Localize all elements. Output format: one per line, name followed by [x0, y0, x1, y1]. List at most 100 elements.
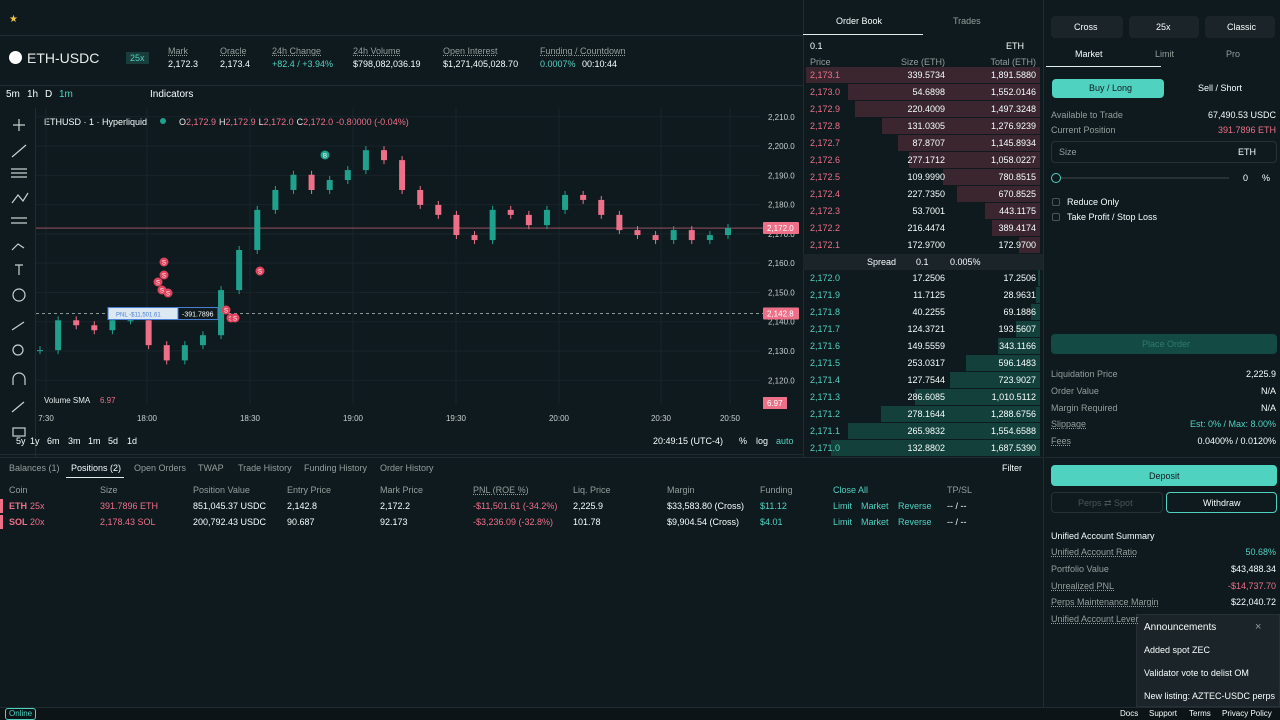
price: 2,172.3 — [810, 206, 841, 216]
candle — [507, 209, 514, 215]
filter-button[interactable]: Filter — [1002, 463, 1022, 473]
summary-value: $43,488.34 — [1230, 563, 1276, 574]
size: 172.9700 — [907, 240, 945, 250]
size: 286.6085 — [907, 392, 945, 402]
tick-select[interactable]: 0.1 — [810, 41, 823, 51]
positions-tab[interactable]: Positions (2) — [71, 463, 122, 473]
checkbox-label: Reduce Only — [1067, 197, 1120, 207]
position-action[interactable]: Limit — [833, 501, 853, 511]
order-type-tab[interactable]: Market — [1075, 49, 1103, 59]
position-size: 391.7896 ETH — [100, 501, 159, 511]
position-action[interactable]: Reverse — [898, 501, 932, 511]
slider-handle[interactable] — [1051, 173, 1061, 183]
checkbox[interactable] — [1052, 198, 1060, 206]
candle — [489, 209, 496, 241]
position-entry: 90.687 — [287, 517, 315, 527]
footer-link[interactable]: Terms — [1189, 709, 1211, 718]
candle — [55, 320, 62, 351]
stat-label: 24h Volume — [353, 46, 401, 56]
candle — [616, 214, 623, 231]
size-input[interactable] — [1051, 141, 1277, 163]
total: 28.9631 — [1003, 290, 1036, 300]
position-value: 200,792.43 USDC — [193, 517, 267, 527]
x-tick-label: 19:30 — [446, 414, 467, 423]
summary-value: $22,040.72 — [1230, 597, 1276, 608]
interval[interactable]: 1h — [27, 89, 39, 100]
interval[interactable]: 1m — [59, 89, 73, 100]
transfer-button[interactable] — [1051, 492, 1163, 513]
y-tick-label: 2,130.0 — [768, 347, 795, 356]
order-type-tab[interactable]: Pro — [1226, 49, 1241, 59]
positions-tab[interactable]: Funding History — [304, 463, 368, 473]
positions-tab[interactable]: Order History — [380, 463, 434, 473]
buy-marker-label: B — [323, 154, 327, 160]
footer-link[interactable]: Privacy Policy — [1222, 709, 1272, 718]
favorite-star[interactable]: ★ — [9, 14, 18, 25]
column-header: Funding — [760, 485, 793, 495]
column-header[interactable]: Close All — [833, 485, 869, 495]
margin-mode-button[interactable] — [1051, 16, 1123, 38]
range-button[interactable]: 6m — [47, 436, 60, 446]
candle — [181, 345, 188, 361]
size: 17.2506 — [912, 273, 945, 283]
margin-mode-button[interactable] — [1129, 16, 1199, 38]
deposit-button[interactable] — [1051, 465, 1277, 486]
position-action[interactable]: Reverse — [898, 517, 932, 527]
footer-link[interactable]: Support — [1149, 709, 1178, 718]
buy-button[interactable] — [1052, 79, 1164, 98]
interval[interactable]: D — [45, 89, 53, 100]
y-tick-label: 2,180.0 — [768, 201, 795, 210]
margin-mode-label: 25x — [1156, 22, 1171, 32]
range-button[interactable]: 1d — [127, 436, 138, 446]
y-tick-label: 2,170.0 — [768, 230, 795, 239]
margin-mode-button[interactable] — [1205, 16, 1275, 38]
position-action[interactable]: Market — [861, 517, 889, 527]
position-action[interactable]: Market — [861, 501, 889, 511]
close-icon[interactable]: × — [1255, 621, 1262, 633]
slider-value: 0 — [1243, 173, 1249, 183]
candle — [580, 194, 587, 200]
y-tick-label: 2,200.0 — [768, 142, 795, 151]
positions-tab[interactable]: Balances (1) — [9, 463, 60, 473]
depth-bar — [909, 152, 1040, 168]
tab-underline — [66, 477, 124, 478]
candle — [308, 174, 315, 190]
tab[interactable]: Order Book — [836, 16, 883, 26]
tab-underline — [1046, 66, 1161, 67]
leverage-badge[interactable]: 25x — [126, 52, 149, 64]
size: 277.1712 — [907, 155, 945, 165]
sell-label[interactable]: Sell / Short — [1198, 83, 1243, 93]
chart-option[interactable]: % — [739, 436, 748, 446]
positions-tab[interactable]: TWAP — [198, 463, 224, 473]
place-order-button[interactable] — [1051, 334, 1277, 354]
price: 2,172.4 — [810, 189, 841, 199]
position-action[interactable]: Limit — [833, 517, 853, 527]
positions-tab[interactable]: Open Orders — [134, 463, 187, 473]
column-header: PNL (ROE %) — [473, 485, 529, 495]
range-button[interactable]: 1m — [88, 436, 101, 446]
chart-option[interactable]: auto — [776, 436, 794, 446]
announcement-item[interactable]: New listing: AZTEC-USDC perps — [1144, 691, 1276, 701]
announcement-item[interactable]: Added spot ZEC — [1144, 645, 1211, 655]
summary-label: Perps Maintenance Margin — [1051, 597, 1159, 608]
range-button[interactable]: 1y — [30, 436, 40, 446]
volume-tag — [763, 397, 787, 409]
chart-option[interactable]: log — [756, 436, 769, 446]
draw-toolbar — [0, 108, 36, 457]
range-button[interactable]: 3m — [68, 436, 81, 446]
tab[interactable]: Trades — [953, 16, 981, 26]
interval[interactable]: 5m — [6, 89, 20, 100]
symbol[interactable]: ETH-USDC — [27, 50, 100, 66]
footer-link[interactable]: Docs — [1120, 709, 1139, 718]
order-type-tab[interactable]: Limit — [1155, 49, 1175, 59]
indicators-button[interactable]: Indicators — [150, 89, 194, 100]
price-tag — [763, 222, 799, 235]
coin-select[interactable]: ETH — [1006, 41, 1024, 51]
range-button[interactable]: 5y — [16, 436, 26, 446]
price: 2,171.7 — [810, 324, 841, 334]
withdraw-button[interactable] — [1166, 492, 1277, 513]
positions-tab[interactable]: Trade History — [238, 463, 292, 473]
checkbox[interactable] — [1052, 213, 1060, 221]
announcement-item[interactable]: Validator vote to delist OM — [1144, 668, 1249, 678]
range-button[interactable]: 5d — [108, 436, 119, 446]
